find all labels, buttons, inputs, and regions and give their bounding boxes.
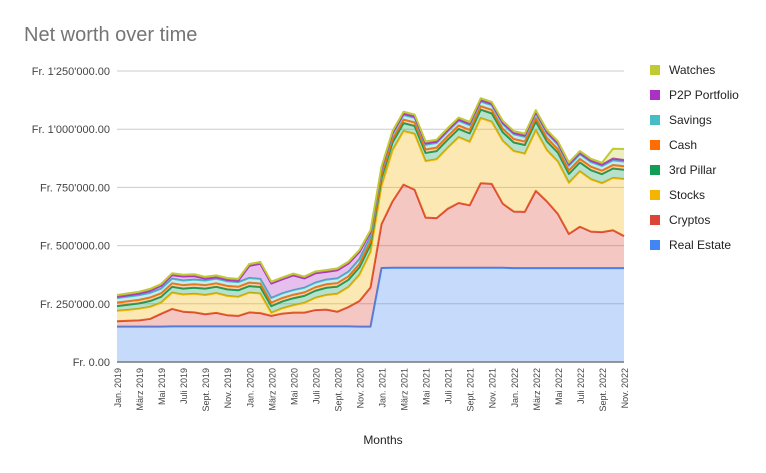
line-cryptos (116, 182, 625, 323)
legend-swatch (650, 215, 660, 225)
x-tick-label: März 2021 (400, 368, 410, 411)
y-tick-label: Fr. 500'000.00 (40, 241, 110, 253)
x-tick-label: Sept. 2022 (598, 368, 608, 412)
legend-swatch (650, 65, 660, 75)
area-cryptos (117, 183, 624, 327)
x-tick-label: Sept. 2020 (333, 368, 343, 412)
legend-item-3rd-pillar[interactable]: 3rd Pillar (650, 163, 716, 177)
x-tick-label: Juli 2021 (444, 368, 454, 404)
line-cash (116, 105, 625, 304)
x-tick-label: Nov. 2022 (620, 368, 630, 408)
x-tick-label: Mai 2019 (157, 368, 167, 405)
area-3rd-pillar (117, 109, 624, 313)
legend-item-cryptos[interactable]: Cryptos (650, 213, 710, 227)
x-tick-label: Juli 2022 (576, 368, 586, 404)
legend-label: Cryptos (669, 213, 710, 227)
legend-label: Real Estate (669, 238, 731, 252)
line-watches (116, 97, 625, 296)
chart-title: Net worth over time (24, 24, 198, 46)
legend-item-real-estate[interactable]: Real Estate (650, 238, 731, 252)
y-tick-label: Fr. 1'000'000.00 (32, 124, 110, 136)
legend-label: Cash (669, 138, 697, 152)
x-tick-label: Juli 2020 (311, 368, 321, 404)
area-series (116, 97, 625, 362)
axes: Fr. 0.00 Fr. 250'000.00 Fr. 500'000.00 Fr. … (32, 66, 630, 412)
legend-swatch (650, 140, 660, 150)
legend-label: Savings (669, 113, 712, 127)
x-tick-label: Nov. 2019 (223, 368, 233, 408)
area-stocks (117, 118, 624, 322)
y-tick-label: Fr. 0.00 (73, 357, 110, 369)
x-tick-label: März 2020 (267, 368, 277, 411)
legend-item-stocks[interactable]: Stocks (650, 188, 705, 202)
x-tick-label: Mai 2022 (554, 368, 564, 405)
line-real-estate (117, 266, 624, 328)
x-tick-label: Mai 2020 (289, 368, 299, 405)
legend-item-savings[interactable]: Savings (650, 113, 712, 127)
legend-label: Stocks (669, 188, 705, 202)
x-tick-label: Jan. 2021 (378, 368, 388, 408)
legend-item-p2p-portfolio[interactable]: P2P Portfolio (650, 88, 739, 102)
x-tick-label: März 2019 (135, 368, 145, 411)
legend-swatch (650, 90, 660, 100)
x-tick-label: Juli 2019 (179, 368, 189, 404)
legend-swatch (650, 165, 660, 175)
area-real-estate (117, 267, 624, 362)
x-tick-label: März 2022 (532, 368, 542, 411)
x-tick-label: Nov. 2021 (488, 368, 498, 408)
legend-swatch (650, 240, 660, 250)
y-tick-label: Fr. 750'000.00 (40, 182, 110, 194)
x-tick-label: Sept. 2021 (466, 368, 476, 412)
legend-item-cash[interactable]: Cash (650, 138, 697, 152)
legend: Watches P2P Portfolio Savings Cash 3rd Pilla… (650, 63, 739, 252)
x-tick-label: Mai 2021 (422, 368, 432, 405)
x-tick-label: Nov. 2020 (355, 368, 365, 408)
legend-item-watches[interactable]: Watches (650, 63, 715, 77)
y-tick-label: Fr. 1'250'000.00 (32, 66, 110, 78)
y-tick-label: Fr. 250'000.00 (40, 299, 110, 311)
x-tick-label: Jan. 2020 (245, 368, 255, 408)
legend-label: P2P Portfolio (669, 88, 739, 102)
legend-swatch (650, 190, 660, 200)
line-stocks (116, 117, 625, 314)
legend-label: Watches (669, 63, 715, 77)
legend-swatch (650, 115, 660, 125)
x-axis-title: Months (363, 433, 403, 447)
x-tick-label: Jan. 2022 (510, 368, 520, 408)
legend-label: 3rd Pillar (669, 163, 716, 177)
line-3rd-pillar (116, 108, 625, 308)
x-tick-label: Jan. 2019 (113, 368, 123, 408)
x-tick-label: Sept. 2019 (201, 368, 211, 412)
